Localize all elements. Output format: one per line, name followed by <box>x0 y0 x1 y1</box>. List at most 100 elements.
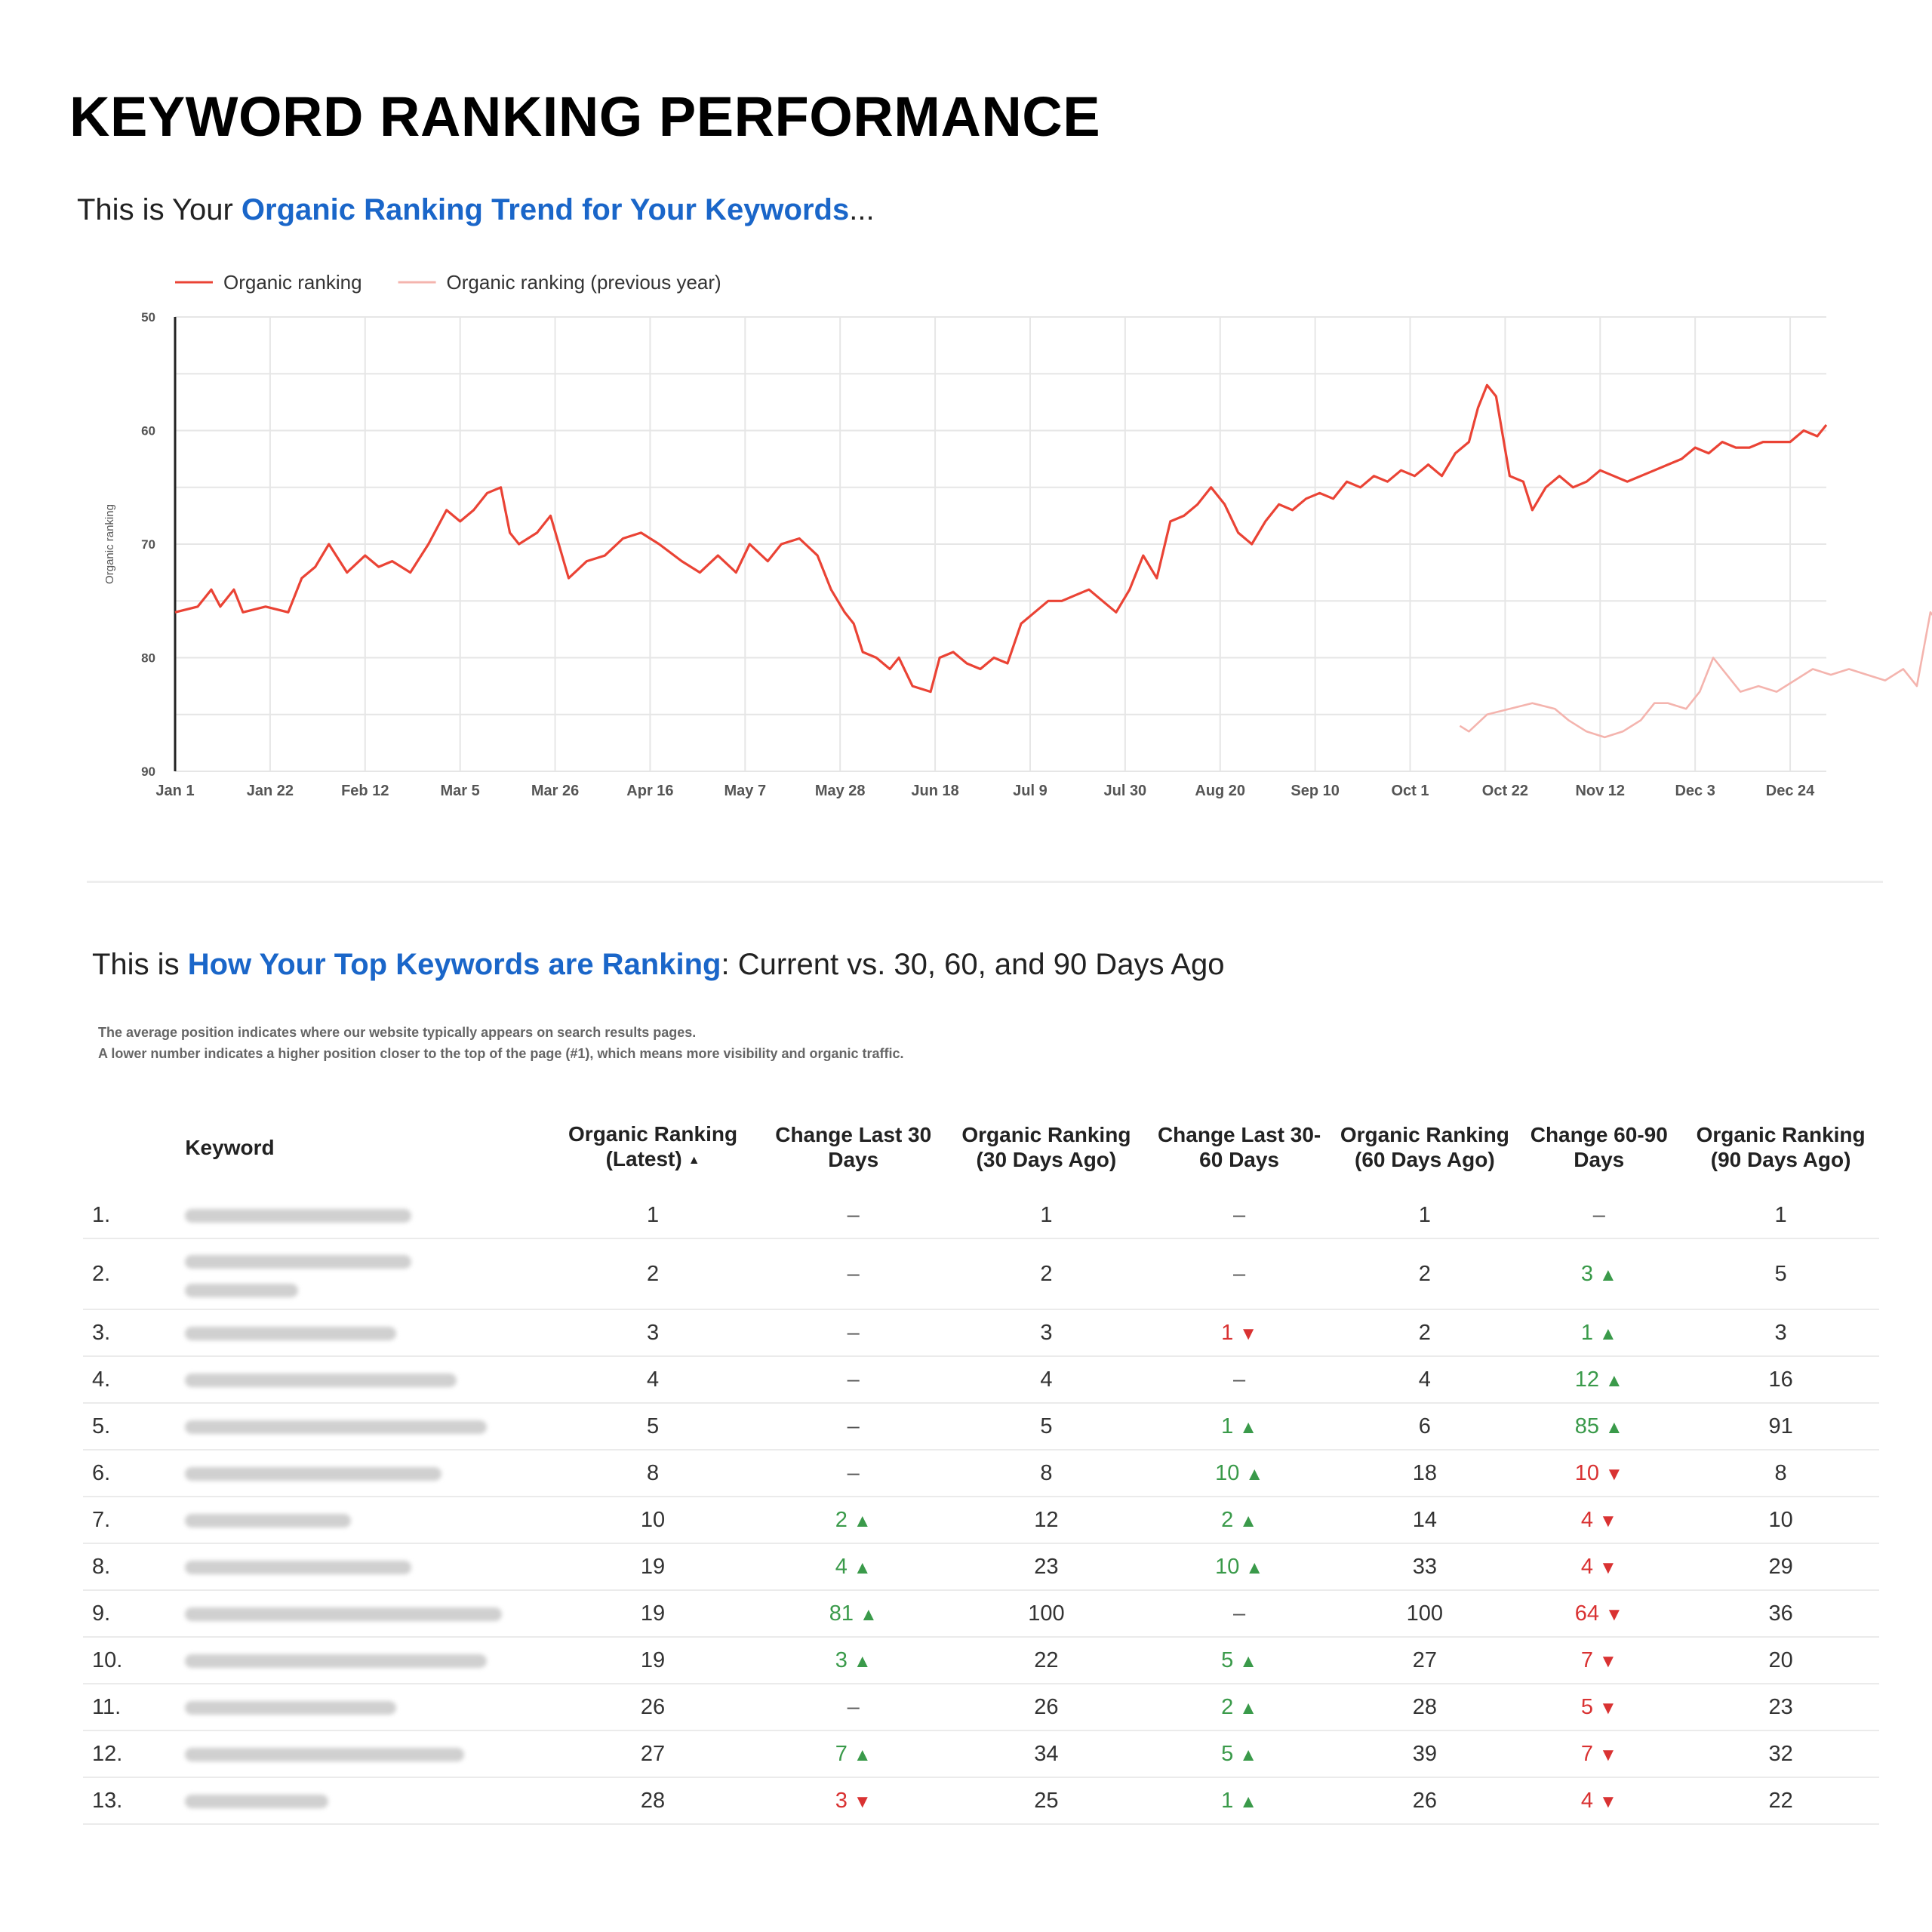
row-number: 1. <box>92 1202 111 1227</box>
row-number: 3. <box>92 1320 111 1345</box>
change-value: – <box>1233 1601 1246 1626</box>
index-header <box>83 1102 174 1192</box>
heading-highlight: Organic Ranking Trend for Your Keywords <box>241 193 850 226</box>
arrow-down-icon: ▼ <box>1598 1791 1617 1812</box>
latest-column-header[interactable]: Organic Ranking (Latest) ▲ <box>547 1102 759 1192</box>
ranking-value: 2 <box>1040 1261 1053 1286</box>
latest-ranking-cell: 27 <box>546 1730 759 1778</box>
table-row[interactable]: 12. 27 7 ▲ 34 5 ▲ 39 7 ▼ 32 <box>83 1730 1879 1778</box>
change-60-90-column-header[interactable]: Change 60-90 Days <box>1530 1123 1668 1171</box>
change-30-cell: 2 ▲ <box>758 1497 949 1544</box>
change-30-cell: – <box>758 1238 949 1310</box>
ranking-value: 19 <box>640 1601 666 1626</box>
keyword-cell <box>174 1238 547 1310</box>
table-row[interactable]: 4. 4 – 4 – 4 12 ▲ 16 <box>83 1356 1879 1404</box>
row-number: 13. <box>92 1788 123 1813</box>
change-value: – <box>847 1320 860 1345</box>
change-60-90-cell: 5 ▼ <box>1515 1684 1683 1731</box>
ranking-60-cell: 28 <box>1334 1684 1516 1731</box>
table-row[interactable]: 9. 19 81 ▲ 100 – 100 64 ▼ 36 <box>83 1590 1879 1638</box>
ranking-90-cell: 1 <box>1682 1192 1879 1239</box>
change-value: 81 <box>829 1601 854 1626</box>
table-row[interactable]: 3. 3–3 1 ▼ 2 1 ▲ 3 <box>83 1309 1879 1357</box>
change-30-cell: – <box>758 1356 949 1404</box>
change-value: 7 <box>1580 1647 1593 1672</box>
change-30-column-header[interactable]: Change Last 30 Days <box>775 1123 932 1171</box>
ranking-90-cell: 16 <box>1682 1356 1879 1404</box>
heading-prefix: This is <box>92 948 188 981</box>
change-value: 2 <box>835 1507 848 1532</box>
y-axis-label: Organic ranking <box>103 504 116 584</box>
row-index: 8. <box>83 1543 175 1591</box>
change-30-cell: – <box>758 1450 949 1497</box>
change-30-60-cell: – <box>1144 1356 1334 1404</box>
change-value: – <box>847 1460 860 1485</box>
ranking-value: 3 <box>1774 1320 1787 1345</box>
arrow-up-icon: ▲ <box>1245 1463 1264 1484</box>
row-number: 4. <box>92 1367 111 1392</box>
x-tick-label: Jul 9 <box>1013 783 1048 799</box>
table-row[interactable]: 5. 5–5 1 ▲ 6 85 ▲ 91 <box>83 1403 1879 1451</box>
x-tick-label: Feb 12 <box>341 783 389 799</box>
rank-30-column-header[interactable]: Organic Ranking (30 Days Ago) <box>961 1123 1131 1171</box>
arrow-up-icon: ▲ <box>1239 1697 1258 1718</box>
heading-highlight: How Your Top Keywords are Ranking <box>187 948 721 981</box>
rank-90-column-header[interactable]: Organic Ranking (90 Days Ago) <box>1696 1123 1866 1171</box>
ranking-30-cell: 23 <box>948 1543 1145 1591</box>
change-60-90-cell: 4 ▼ <box>1515 1543 1683 1591</box>
ranking-90-cell: 10 <box>1682 1497 1879 1544</box>
redacted-keyword <box>185 1284 299 1298</box>
ranking-value: 29 <box>1768 1554 1793 1579</box>
sort-ascending-icon[interactable]: ▲ <box>688 1154 700 1168</box>
change-30-60-cell: 5 ▲ <box>1144 1730 1334 1778</box>
table-row[interactable]: 11. 26 – 26 2 ▲ 28 5 ▼ 23 <box>83 1684 1879 1731</box>
arrow-up-icon: ▲ <box>1239 1744 1258 1765</box>
table-row[interactable]: 2. 2 – 2 – 2 3 ▲ 5 <box>83 1238 1879 1310</box>
keyword-column-header[interactable]: Keyword <box>185 1135 275 1159</box>
change-30-60-column-header[interactable]: Change Last 30-60 Days <box>1157 1123 1321 1171</box>
x-tick-label: Dec 24 <box>1766 783 1815 799</box>
ranking-value: 32 <box>1768 1741 1793 1766</box>
section-divider <box>87 881 1883 883</box>
x-tick-label: Mar 5 <box>441 783 480 799</box>
rank-60-column-header[interactable]: Organic Ranking (60 Days Ago) <box>1340 1123 1509 1171</box>
ranking-90-cell: 91 <box>1682 1403 1879 1451</box>
table-row[interactable]: 13. 28 3 ▼ 25 1 ▲ 26 4 ▼ 22 <box>83 1777 1879 1825</box>
x-tick-label: Mar 26 <box>531 783 579 799</box>
change-value: 4 <box>1580 1507 1593 1532</box>
table-row[interactable]: 10. 19 3 ▲ 22 5 ▲ 27 7 ▼ 20 <box>83 1637 1879 1684</box>
table-row[interactable]: 7. 10 2 ▲ 12 2 ▲ 14 4 ▼ 10 <box>83 1497 1879 1544</box>
ranking-30-cell: 34 <box>948 1730 1145 1778</box>
latest-ranking-cell: 10 <box>546 1497 759 1544</box>
ranking-90-cell: 36 <box>1682 1590 1879 1638</box>
ranking-value: 3 <box>1040 1320 1053 1345</box>
latest-ranking-cell: 5 <box>546 1403 759 1451</box>
arrow-up-icon: ▲ <box>1239 1651 1258 1672</box>
change-value: – <box>1233 1202 1246 1227</box>
table-row[interactable]: 8. 19 4 ▲ 23 10 ▲ 33 4 ▼ 29 <box>83 1543 1879 1591</box>
table-row[interactable]: 6. 8–8 10 ▲ 18 10 ▼ 8 <box>83 1450 1879 1497</box>
row-index: 11. <box>83 1684 175 1731</box>
ranking-value: 91 <box>1768 1414 1793 1438</box>
x-tick-label: Sep 10 <box>1291 783 1339 799</box>
change-value: 1 <box>1221 1414 1234 1438</box>
keyword-cell <box>174 1777 547 1825</box>
ranking-value: 25 <box>1034 1788 1059 1813</box>
change-30-60-cell: 5 ▲ <box>1144 1637 1334 1684</box>
ranking-value: 4 <box>1418 1367 1431 1392</box>
ranking-30-cell: 25 <box>948 1777 1145 1825</box>
ranking-60-cell: 26 <box>1334 1777 1516 1825</box>
legend-label: Organic ranking <box>223 271 362 294</box>
redacted-keyword <box>185 1654 488 1668</box>
arrow-down-icon: ▼ <box>1598 1557 1617 1578</box>
ranking-value: 2 <box>1418 1261 1431 1286</box>
ranking-value: 6 <box>1418 1414 1431 1438</box>
change-30-60-cell: 2 ▲ <box>1144 1684 1334 1731</box>
ranking-value: 22 <box>1034 1647 1059 1672</box>
keyword-cell <box>174 1450 547 1497</box>
heading-prefix: This is Your <box>77 193 242 226</box>
table-row[interactable]: 1. 1 – 1 – 1 – 1 <box>83 1192 1879 1239</box>
change-30-60-cell: 2 ▲ <box>1144 1497 1334 1544</box>
ranking-30-cell: 22 <box>948 1637 1145 1684</box>
